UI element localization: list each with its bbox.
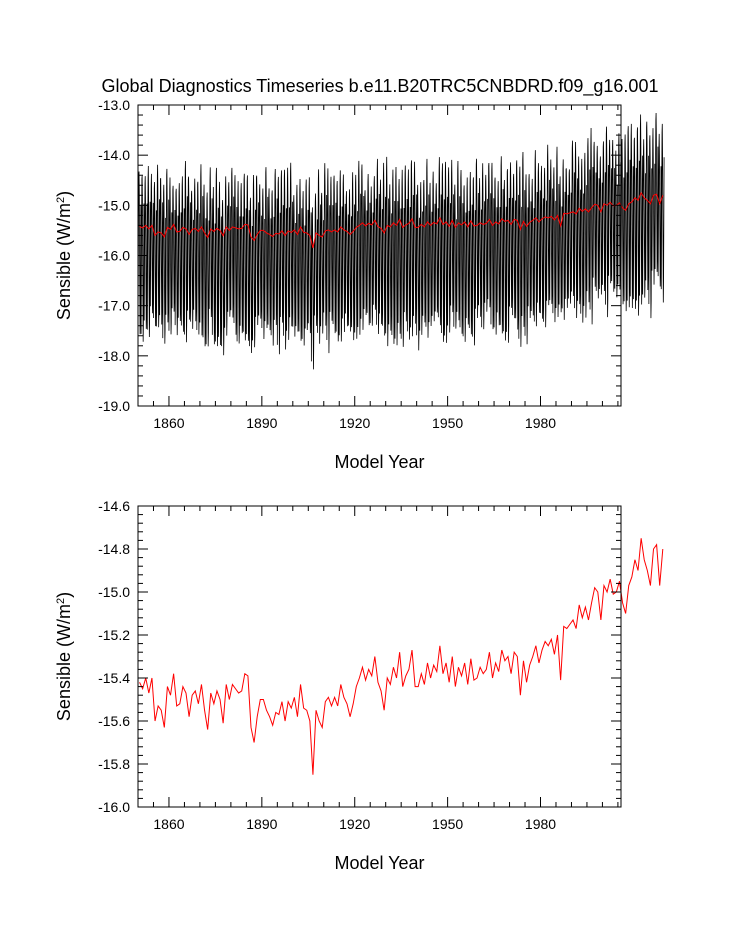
top-x-tick-label: 1950 [432,415,463,431]
bottom-plot-frame [137,505,622,808]
chart-title: Global Diagnostics Timeseries b.e11.B20T… [102,76,659,97]
top-y-tick-label: -16.0 [98,248,130,264]
bottom-ylabel-end: ) [54,592,74,598]
top-y-tick-label: -15.0 [98,197,130,213]
bottom-y-tick-label: -14.8 [98,541,130,557]
bottom-y-axis-title: Sensible (W/m2) [54,592,74,721]
top-ticks: 1860 1890 1920 1950 1980 -19.0 -18.0 -17.0 -16.0… [98,97,621,431]
top-ylabel-main: Sensible (W/m [54,203,74,320]
top-series-group [137,113,665,370]
bottom-ylabel-sup: 2 [55,598,67,604]
top-y-tick-label: -14.0 [98,147,130,163]
bottom-annual-mean-line [139,538,664,775]
bottom-x-tick-label: 1890 [246,816,277,832]
top-annual-mean-line [139,191,664,249]
top-x-tick-label: 1860 [153,415,184,431]
top-y-tick-label: -13.0 [98,97,130,113]
bottom-x-tick-label: 1860 [153,816,184,832]
bottom-series-group [139,538,664,775]
top-ylabel-sup: 2 [55,197,67,203]
top-y-tick-label: -18.0 [98,348,130,364]
panel-monthly-annual: 1860 1890 1920 1950 1980 -19.0 -18.0 -17.0 -16.0… [54,97,665,472]
bottom-y-tick-label: -15.4 [98,670,130,686]
bottom-y-tick-label: -15.8 [98,756,130,772]
top-ylabel-end: ) [54,191,74,197]
monthly-series-line [137,113,665,370]
top-x-axis-title: Model Year [334,452,424,472]
bottom-x-tick-label: 1920 [339,816,370,832]
bottom-y-tick-label: -14.6 [98,498,130,514]
bottom-x-tick-label: 1950 [432,816,463,832]
top-y-tick-label: -19.0 [98,398,130,414]
bottom-y-tick-label: -15.6 [98,713,130,729]
top-x-tick-label: 1980 [525,415,556,431]
bottom-y-tick-label: -16.0 [98,799,130,815]
top-x-tick-label: 1890 [246,415,277,431]
bottom-y-tick-label: -15.2 [98,627,130,643]
bottom-ylabel-main: Sensible (W/m [54,604,74,721]
top-x-tick-label: 1920 [339,415,370,431]
bottom-x-tick-label: 1980 [525,816,556,832]
bottom-y-tick-label: -15.0 [98,584,130,600]
top-y-tick-label: -17.0 [98,298,130,314]
bottom-x-axis-title: Model Year [334,853,424,873]
top-y-axis-title: Sensible (W/m2) [54,191,74,320]
panel-annual: 1860 1890 1920 1950 1980 -16.0 -15.8 -15.6 -15.4… [54,498,664,873]
bottom-ticks: 1860 1890 1920 1950 1980 -16.0 -15.8 -15.6 -15.4… [98,498,621,832]
